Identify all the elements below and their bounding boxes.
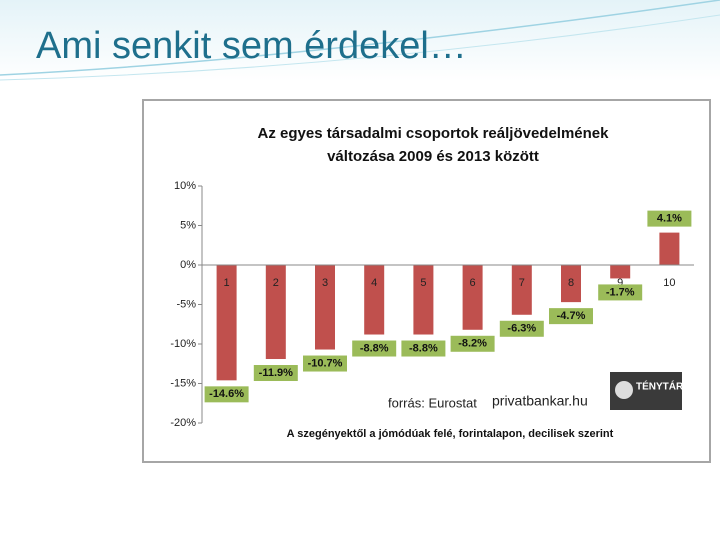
- value-label: 4.1%: [657, 213, 682, 225]
- value-label-box: [401, 340, 446, 357]
- x-tick-label: 10: [663, 277, 675, 289]
- x-tick-label: 9: [617, 277, 623, 289]
- value-label: -8.8%: [360, 342, 389, 354]
- bar: [659, 232, 680, 265]
- y-tick-label: -10%: [170, 338, 196, 350]
- x-tick-label: 1: [224, 277, 230, 289]
- value-label: -8.8%: [409, 342, 438, 354]
- x-tick-label: 5: [420, 277, 426, 289]
- value-label: -8.2%: [458, 338, 487, 350]
- bar: [561, 265, 581, 303]
- value-label: -14.6%: [209, 388, 244, 400]
- x-tick-label: 3: [322, 277, 328, 289]
- x-tick-label: 2: [273, 277, 279, 289]
- decor-swoosh: [0, 14, 720, 81]
- bar: [216, 265, 237, 381]
- value-label-box: [549, 308, 593, 325]
- x-axis-label: A szegényektől a jómódúak felé, forintal…: [287, 428, 614, 440]
- value-label-box: [647, 210, 692, 227]
- logo-icon: [615, 381, 633, 399]
- bar: [413, 265, 434, 335]
- bar: [462, 265, 483, 330]
- source-note: forrás: Eurostat: [388, 395, 477, 410]
- value-label-box: [499, 320, 544, 337]
- chart-title: Az egyes társadalmi csoportok reáljövede…: [258, 125, 610, 142]
- x-tick-label: 6: [470, 277, 476, 289]
- value-label: -6.3%: [507, 323, 536, 335]
- x-tick-label: 4: [371, 277, 377, 289]
- bar: [265, 265, 286, 360]
- value-label: -1.7%: [606, 286, 635, 298]
- value-label-box: [303, 355, 347, 372]
- x-tick-label: 7: [519, 277, 525, 289]
- logo-text: TÉNYTÁR: [636, 380, 684, 393]
- y-tick-label: 5%: [180, 219, 196, 231]
- y-tick-label: -15%: [170, 377, 196, 389]
- value-label-box: [253, 365, 298, 382]
- bar: [315, 265, 335, 350]
- value-label: -11.9%: [259, 367, 293, 379]
- bar: [364, 265, 385, 335]
- value-label-box: [352, 340, 397, 357]
- bar: [511, 265, 532, 315]
- value-label: -4.7%: [557, 310, 586, 322]
- bar: [610, 265, 631, 279]
- y-tick-label: 10%: [174, 180, 196, 192]
- y-tick-label: -20%: [170, 417, 196, 429]
- y-tick-label: 0%: [180, 259, 196, 271]
- y-tick-label: -5%: [176, 298, 196, 310]
- decor-swoosh: [0, 0, 720, 76]
- value-label-box: [598, 284, 643, 301]
- value-label: -10.7%: [308, 357, 343, 369]
- source-note: privatbankar.hu: [492, 393, 588, 409]
- x-tick-label: 8: [568, 277, 574, 289]
- slide-title: Ami senkit sem érdekel…: [36, 25, 467, 67]
- value-label-box: [450, 335, 495, 352]
- chart-title: változása 2009 és 2013 között: [327, 148, 539, 165]
- value-label-box: [204, 386, 249, 403]
